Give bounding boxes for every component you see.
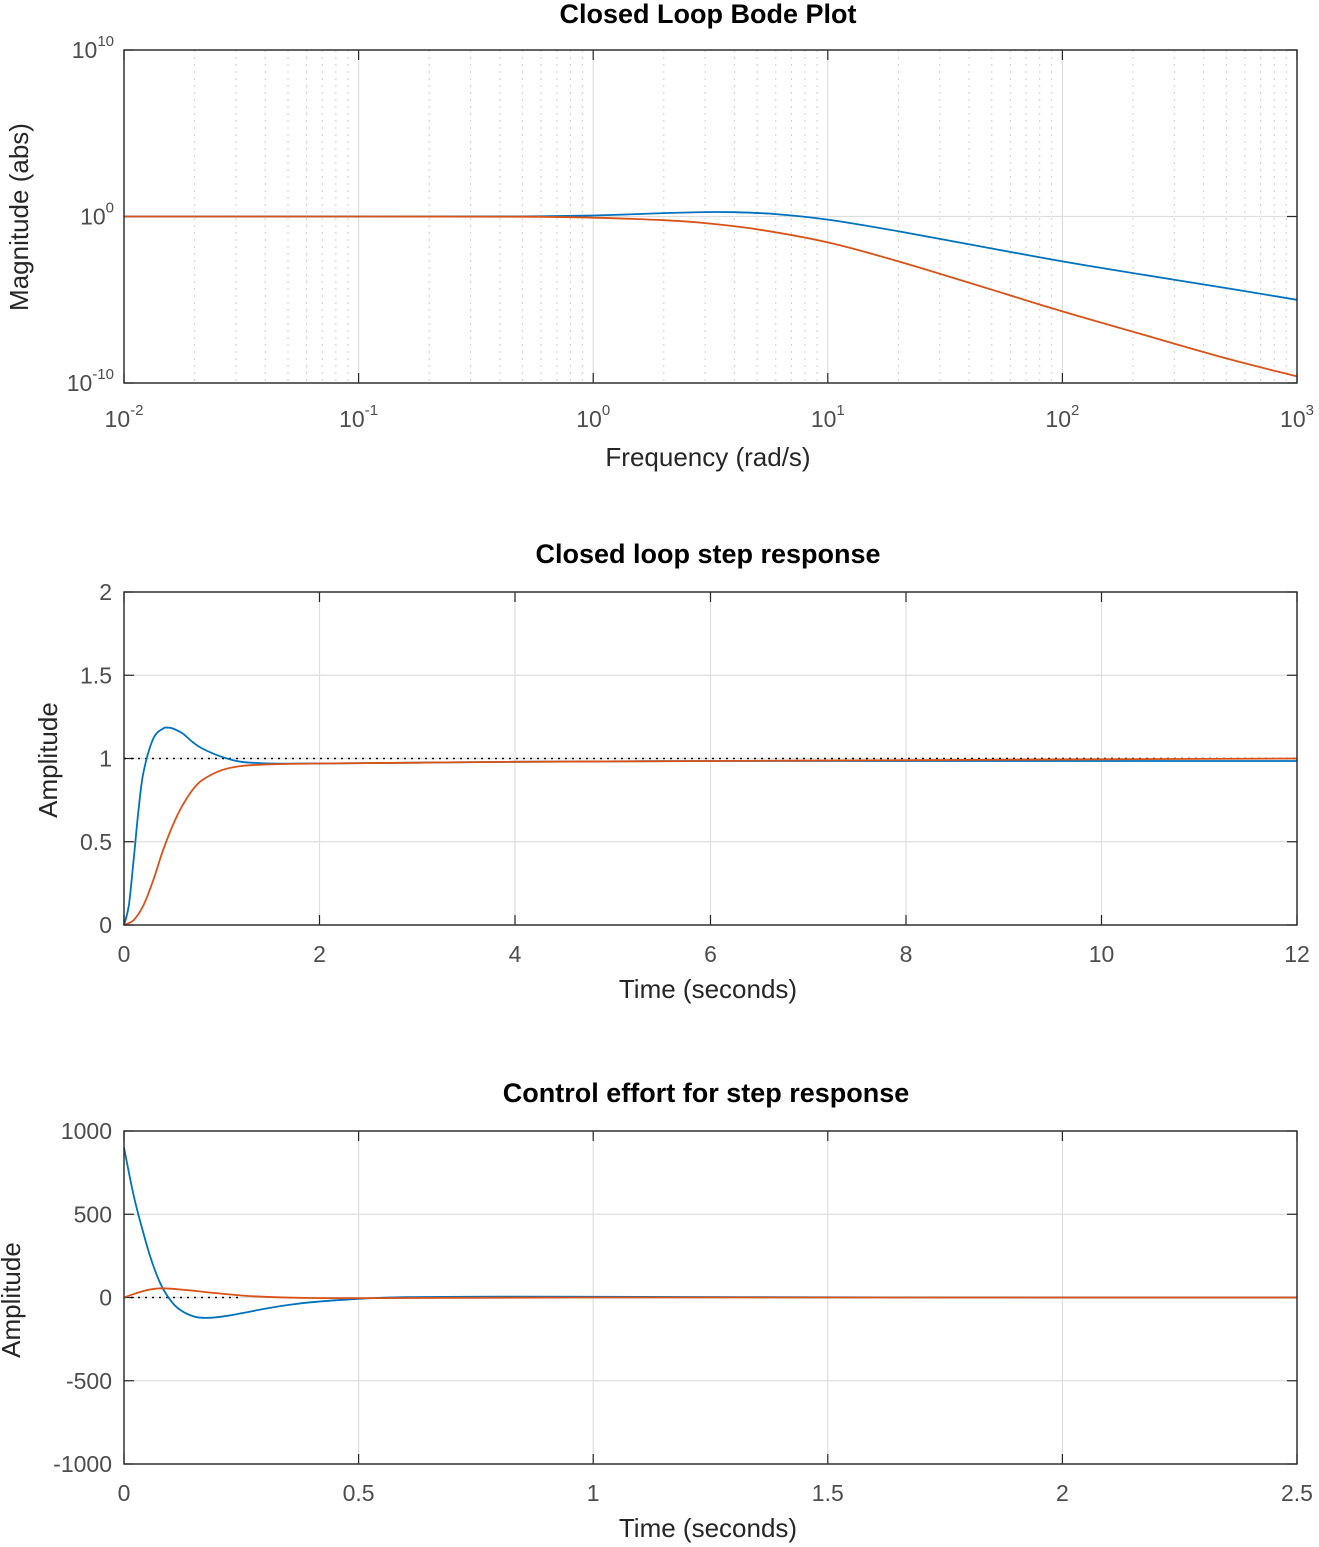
- x-tick-label: 4: [509, 941, 522, 967]
- x-tick-label: 101: [811, 402, 845, 432]
- y-tick-label: 1.5: [80, 662, 112, 688]
- y-tick-label: 10-10: [67, 366, 114, 396]
- x-tick-label: 1: [587, 1480, 600, 1506]
- y-tick-label: 0: [99, 1285, 112, 1311]
- x-tick-label: 8: [900, 941, 913, 967]
- y-tick-label: 500: [74, 1201, 112, 1227]
- bode-plot-title: Closed Loop Bode Plot: [560, 0, 857, 29]
- effort-plot-title: Control effort for step response: [503, 1078, 910, 1108]
- series-line-2: [123, 1287, 1297, 1300]
- y-tick-label: 1000: [61, 1118, 112, 1144]
- step-ylabel: Amplitude: [33, 702, 63, 818]
- x-tick-label: 0.5: [343, 1480, 375, 1506]
- y-tick-label: 2: [99, 579, 112, 605]
- effort-xlabel: Time (seconds): [619, 1513, 797, 1543]
- x-tick-label: 100: [576, 402, 610, 432]
- effort-ylabel: Amplitude: [0, 1242, 26, 1358]
- bode-ylabel: Magnitude (abs): [4, 123, 34, 311]
- x-tick-label: 6: [704, 941, 717, 967]
- axes-box: [123, 49, 1298, 384]
- x-tick-label: 2: [1056, 1480, 1069, 1506]
- axes-box: [123, 591, 1298, 926]
- y-tick-label: 100: [80, 200, 114, 230]
- y-tick-label: -1000: [53, 1451, 112, 1477]
- x-tick-label: 102: [1045, 402, 1079, 432]
- bode-plot: Closed Loop Bode Plot Frequency (rad/s) …: [4, 0, 1314, 472]
- y-tick-label: -500: [66, 1368, 112, 1394]
- y-tick-label: 1: [99, 746, 112, 772]
- x-tick-label: 2.5: [1281, 1480, 1313, 1506]
- bode-xlabel: Frequency (rad/s): [605, 442, 810, 472]
- axes-box: [123, 1130, 1298, 1465]
- y-tick-label: 0: [99, 912, 112, 938]
- x-tick-label: 10-1: [339, 402, 378, 432]
- x-tick-label: 2: [313, 941, 326, 967]
- series-line-1: [123, 211, 1298, 301]
- y-tick-label: 1010: [72, 33, 114, 63]
- step-plot-title: Closed loop step response: [535, 539, 880, 569]
- control-effort-plot: Control effort for step response Time (s…: [0, 1078, 1313, 1543]
- step-xlabel: Time (seconds): [619, 974, 797, 1004]
- y-tick-label: 0.5: [80, 829, 112, 855]
- x-tick-label: 1.5: [812, 1480, 844, 1506]
- x-tick-label: 10: [1089, 941, 1115, 967]
- step-response-plot: Closed loop step response Time (seconds)…: [33, 539, 1310, 1004]
- x-tick-label: 103: [1280, 402, 1314, 432]
- series-line-2: [123, 757, 1298, 926]
- series-line-1: [123, 1147, 1297, 1319]
- x-tick-label: 0: [118, 941, 131, 967]
- x-tick-label: 10-2: [105, 402, 144, 432]
- x-tick-label: 12: [1284, 941, 1310, 967]
- x-tick-label: 0: [118, 1480, 131, 1506]
- series-line-2: [123, 215, 1298, 378]
